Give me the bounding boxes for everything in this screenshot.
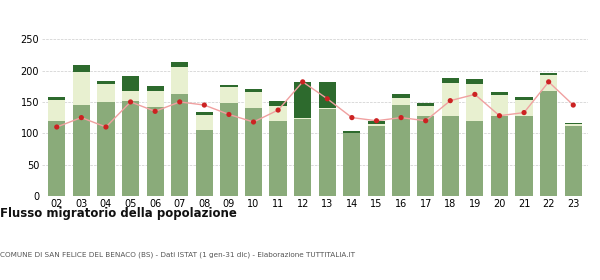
Point	[347, 115, 356, 120]
Bar	[294, 82, 311, 118]
Bar	[73, 73, 90, 105]
Bar	[294, 120, 311, 196]
Point	[224, 112, 234, 117]
Bar	[269, 121, 287, 196]
Bar	[48, 100, 65, 121]
Bar	[466, 79, 484, 84]
Bar	[269, 106, 287, 121]
Bar	[73, 105, 90, 196]
Point	[298, 80, 308, 84]
Bar	[368, 126, 385, 196]
Bar	[196, 130, 213, 196]
Bar	[48, 97, 65, 100]
Bar	[146, 91, 164, 107]
Bar	[122, 101, 139, 196]
Bar	[417, 106, 434, 116]
Point	[126, 100, 136, 104]
Text: COMUNE DI SAN FELICE DEL BENACO (BS) - Dati ISTAT (1 gen-31 dic) - Elaborazione : COMUNE DI SAN FELICE DEL BENACO (BS) - D…	[0, 252, 355, 258]
Bar	[565, 126, 582, 196]
Point	[445, 99, 455, 103]
Bar	[540, 73, 557, 75]
Bar	[319, 109, 336, 196]
Bar	[122, 76, 139, 91]
Bar	[97, 81, 115, 84]
Point	[568, 103, 578, 107]
Bar	[515, 116, 533, 196]
Point	[249, 120, 259, 124]
Bar	[491, 116, 508, 196]
Bar	[122, 91, 139, 101]
Bar	[220, 87, 238, 103]
Bar	[343, 131, 361, 133]
Bar	[97, 102, 115, 196]
Point	[52, 125, 62, 129]
Bar	[565, 125, 582, 126]
Point	[544, 80, 553, 84]
Bar	[417, 116, 434, 196]
Point	[396, 115, 406, 120]
Text: Flusso migratorio della popolazione: Flusso migratorio della popolazione	[0, 207, 237, 220]
Bar	[540, 91, 557, 196]
Bar	[146, 86, 164, 91]
Bar	[294, 118, 311, 120]
Bar	[515, 97, 533, 100]
Bar	[417, 102, 434, 106]
Bar	[171, 62, 188, 67]
Point	[274, 108, 283, 112]
Bar	[319, 108, 336, 109]
Bar	[220, 85, 238, 87]
Bar	[146, 107, 164, 196]
Bar	[220, 103, 238, 196]
Bar	[540, 75, 557, 91]
Point	[494, 113, 504, 118]
Bar	[466, 84, 484, 121]
Bar	[245, 108, 262, 196]
Bar	[466, 121, 484, 196]
Bar	[196, 115, 213, 130]
Bar	[442, 116, 459, 196]
Bar	[343, 133, 361, 196]
Bar	[269, 101, 287, 106]
Bar	[319, 82, 336, 108]
Point	[77, 115, 86, 120]
Point	[519, 110, 529, 115]
Bar	[73, 65, 90, 73]
Bar	[171, 94, 188, 196]
Bar	[245, 89, 262, 92]
Bar	[368, 125, 385, 126]
Bar	[442, 83, 459, 116]
Bar	[196, 112, 213, 115]
Point	[175, 100, 185, 104]
Bar	[442, 78, 459, 83]
Bar	[171, 67, 188, 94]
Bar	[392, 97, 410, 105]
Bar	[368, 121, 385, 125]
Bar	[97, 84, 115, 102]
Bar	[48, 121, 65, 196]
Bar	[392, 94, 410, 97]
Point	[101, 125, 111, 129]
Point	[151, 109, 160, 114]
Bar	[565, 123, 582, 125]
Point	[470, 92, 479, 97]
Point	[322, 97, 332, 101]
Point	[371, 118, 381, 123]
Bar	[515, 100, 533, 116]
Point	[421, 118, 430, 123]
Bar	[392, 105, 410, 196]
Bar	[245, 92, 262, 108]
Point	[200, 103, 209, 107]
Bar	[491, 95, 508, 116]
Bar	[491, 92, 508, 95]
